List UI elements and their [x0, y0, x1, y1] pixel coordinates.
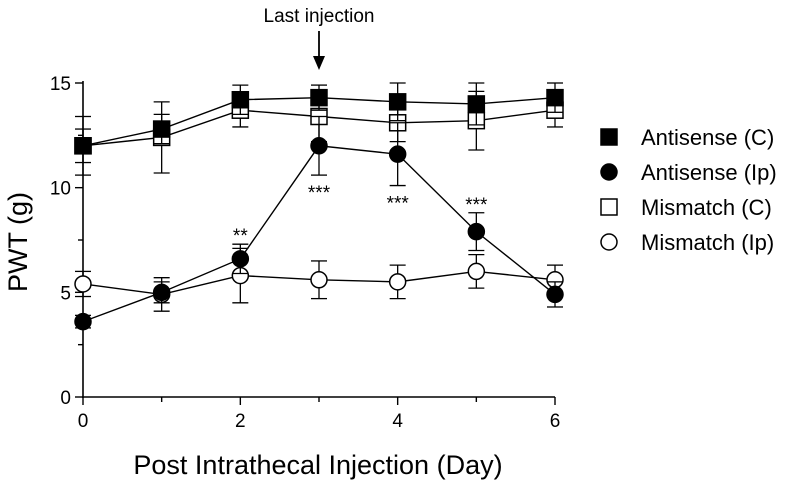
data-point-circle	[74, 312, 92, 331]
series-mismatch-ip	[74, 247, 564, 312]
x-tick-label: 4	[392, 411, 403, 432]
significance-stars: **	[233, 226, 248, 247]
legend-label: Antisense (C)	[641, 125, 774, 150]
y-tick-label: 5	[60, 283, 71, 304]
x-tick-label: 0	[78, 411, 89, 432]
data-point-square	[467, 95, 486, 113]
significance-stars: ***	[387, 194, 410, 215]
y-tick-label: 15	[50, 74, 71, 95]
data-point-circle	[546, 285, 564, 304]
legend-label: Antisense (Ip)	[641, 160, 777, 185]
data-point-square	[546, 88, 564, 107]
annotation-layer: ***** *** ***Last injection	[233, 6, 488, 247]
data-point-square	[231, 90, 250, 109]
series-antisense-c	[74, 82, 564, 164]
series-layer	[74, 82, 564, 331]
data-point-circle	[467, 262, 486, 281]
axes: 0 5 10 15 0 2 4 6	[50, 74, 560, 432]
legend-label: Mismatch (Ip)	[641, 230, 774, 255]
data-point-circle	[388, 145, 407, 163]
data-point-square	[310, 88, 328, 107]
legend-label: Mismatch (C)	[641, 195, 772, 220]
legend-item: Antisense (Ip)	[600, 160, 777, 185]
data-point-circle	[388, 273, 407, 291]
data-point-circle	[310, 137, 328, 155]
legend-marker-circle	[600, 233, 618, 251]
data-point-circle	[74, 275, 92, 293]
significance-stars: ***	[465, 195, 488, 216]
data-point-square	[388, 93, 407, 111]
x-tick-label: 6	[550, 411, 561, 432]
data-point-circle	[467, 222, 486, 241]
y-tick-label: 0	[60, 388, 71, 409]
legend-item: Mismatch (C)	[600, 195, 772, 220]
legend-item: Antisense (C)	[600, 125, 774, 150]
legend-marker-square	[600, 198, 618, 216]
legend-item: Mismatch (Ip)	[600, 230, 774, 255]
data-point-circle	[152, 283, 171, 302]
data-point-square	[74, 137, 92, 155]
x-tick-label: 2	[235, 411, 246, 432]
x-axis-title: Post Intrathecal Injection (Day)	[133, 450, 502, 480]
legend-marker-circle	[600, 163, 618, 181]
last-injection-arrow-head	[313, 56, 325, 70]
series-antisense-ip	[74, 115, 564, 331]
significance-stars: ***	[308, 183, 331, 204]
data-point-circle	[310, 271, 328, 289]
y-axis-title: PWT (g)	[3, 192, 33, 292]
legend: Antisense (C) Antisense (Ip) Mismatch (C) M…	[600, 125, 777, 255]
data-point-square	[152, 120, 171, 138]
y-tick-label: 10	[50, 179, 71, 200]
data-point-circle	[231, 250, 250, 268]
legend-marker-square	[600, 128, 618, 146]
last-injection-label: Last injection	[264, 6, 375, 27]
